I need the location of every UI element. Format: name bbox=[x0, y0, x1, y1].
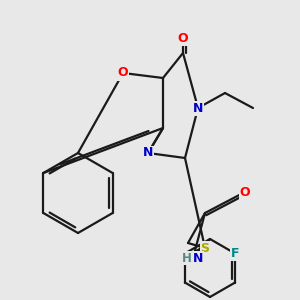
Text: H: H bbox=[182, 251, 192, 265]
Text: O: O bbox=[118, 67, 128, 80]
Text: O: O bbox=[240, 185, 250, 199]
Text: F: F bbox=[231, 247, 239, 260]
Text: O: O bbox=[178, 32, 188, 44]
Text: N: N bbox=[193, 251, 203, 265]
Text: S: S bbox=[200, 242, 209, 254]
Text: N: N bbox=[193, 101, 203, 115]
Text: N: N bbox=[143, 146, 153, 160]
